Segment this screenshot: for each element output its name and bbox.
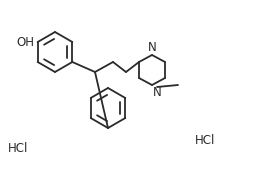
Text: HCl: HCl xyxy=(8,141,28,154)
Text: HCl: HCl xyxy=(195,134,215,147)
Text: OH: OH xyxy=(17,35,35,49)
Text: N: N xyxy=(148,41,156,54)
Text: N: N xyxy=(153,86,162,99)
